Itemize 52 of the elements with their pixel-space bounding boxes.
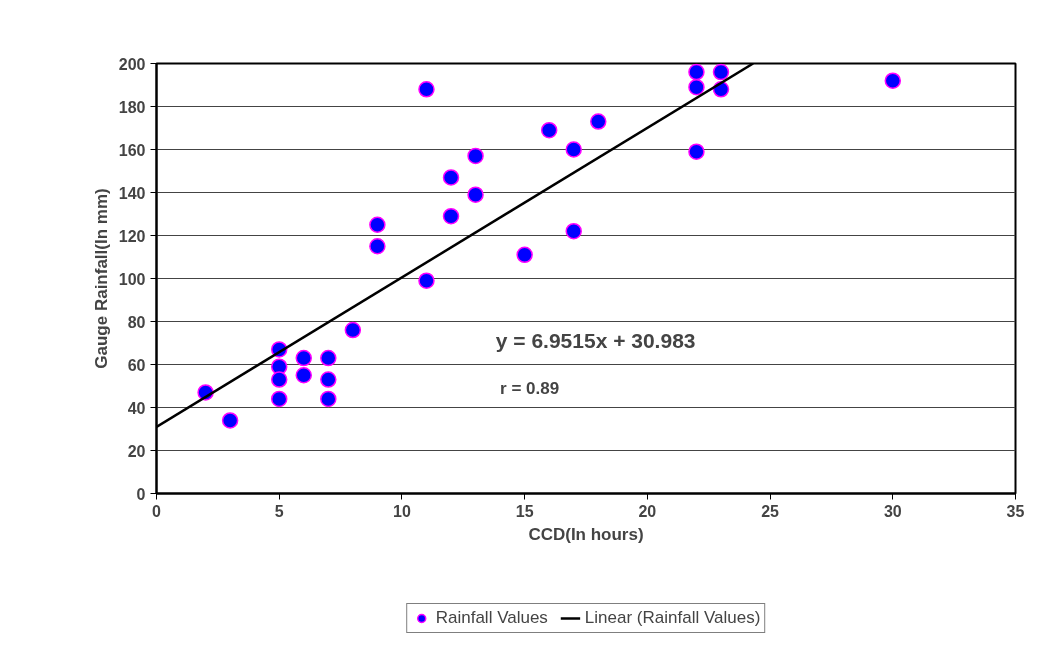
point — [442, 207, 460, 225]
y-tick-label: 180 — [118, 98, 146, 116]
y-tick-label: 100 — [118, 270, 146, 288]
point — [369, 238, 386, 255]
point — [688, 78, 705, 96]
y-tick-label: 0 — [136, 485, 146, 503]
x-axis-title: CCD(In hours) — [528, 524, 644, 544]
x-tick-label: 20 — [638, 502, 657, 520]
point — [320, 390, 337, 408]
point — [565, 222, 582, 240]
point — [270, 371, 288, 388]
x-tick-label: 0 — [152, 502, 162, 520]
point — [467, 147, 484, 165]
point — [884, 72, 902, 89]
point — [540, 121, 558, 139]
x-tick-label: 30 — [883, 502, 902, 520]
x-tick-label: 25 — [761, 502, 780, 520]
legend-label: Rainfall Values — [435, 608, 548, 628]
y-tick-label: 120 — [118, 227, 146, 245]
point — [221, 412, 239, 429]
point — [467, 186, 484, 203]
y-axis-title: Gauge Rainfall(In mm) — [91, 188, 111, 369]
point — [295, 349, 313, 367]
point — [320, 349, 337, 367]
annotation: y = 6.9515x + 30.983 — [495, 329, 696, 353]
point — [320, 371, 337, 388]
annotation: r = 0.89 — [500, 378, 560, 398]
x-tick-label: 35 — [1006, 502, 1025, 520]
point — [442, 169, 460, 186]
y-tick-label: 80 — [127, 313, 146, 331]
point — [688, 63, 705, 81]
x-tick-label: 10 — [393, 502, 411, 520]
y-tick-label: 140 — [118, 184, 146, 202]
y-tick-label: 60 — [127, 356, 146, 374]
point — [688, 143, 705, 160]
y-tick-label: 160 — [118, 141, 146, 159]
y-tick-label: 40 — [127, 399, 146, 417]
point — [418, 272, 435, 289]
y-tick-label: 200 — [118, 55, 146, 73]
point — [516, 246, 533, 264]
y-tick-label: 20 — [127, 442, 146, 460]
legend-label: Linear (Rainfall Values) — [584, 608, 761, 628]
point — [418, 81, 435, 98]
point — [270, 390, 288, 408]
point — [565, 141, 582, 158]
x-tick-label: 15 — [515, 502, 534, 520]
point — [295, 367, 313, 384]
point — [369, 216, 386, 233]
point — [712, 63, 730, 81]
point — [590, 113, 607, 130]
x-tick-label: 5 — [274, 502, 284, 520]
point — [344, 321, 362, 339]
